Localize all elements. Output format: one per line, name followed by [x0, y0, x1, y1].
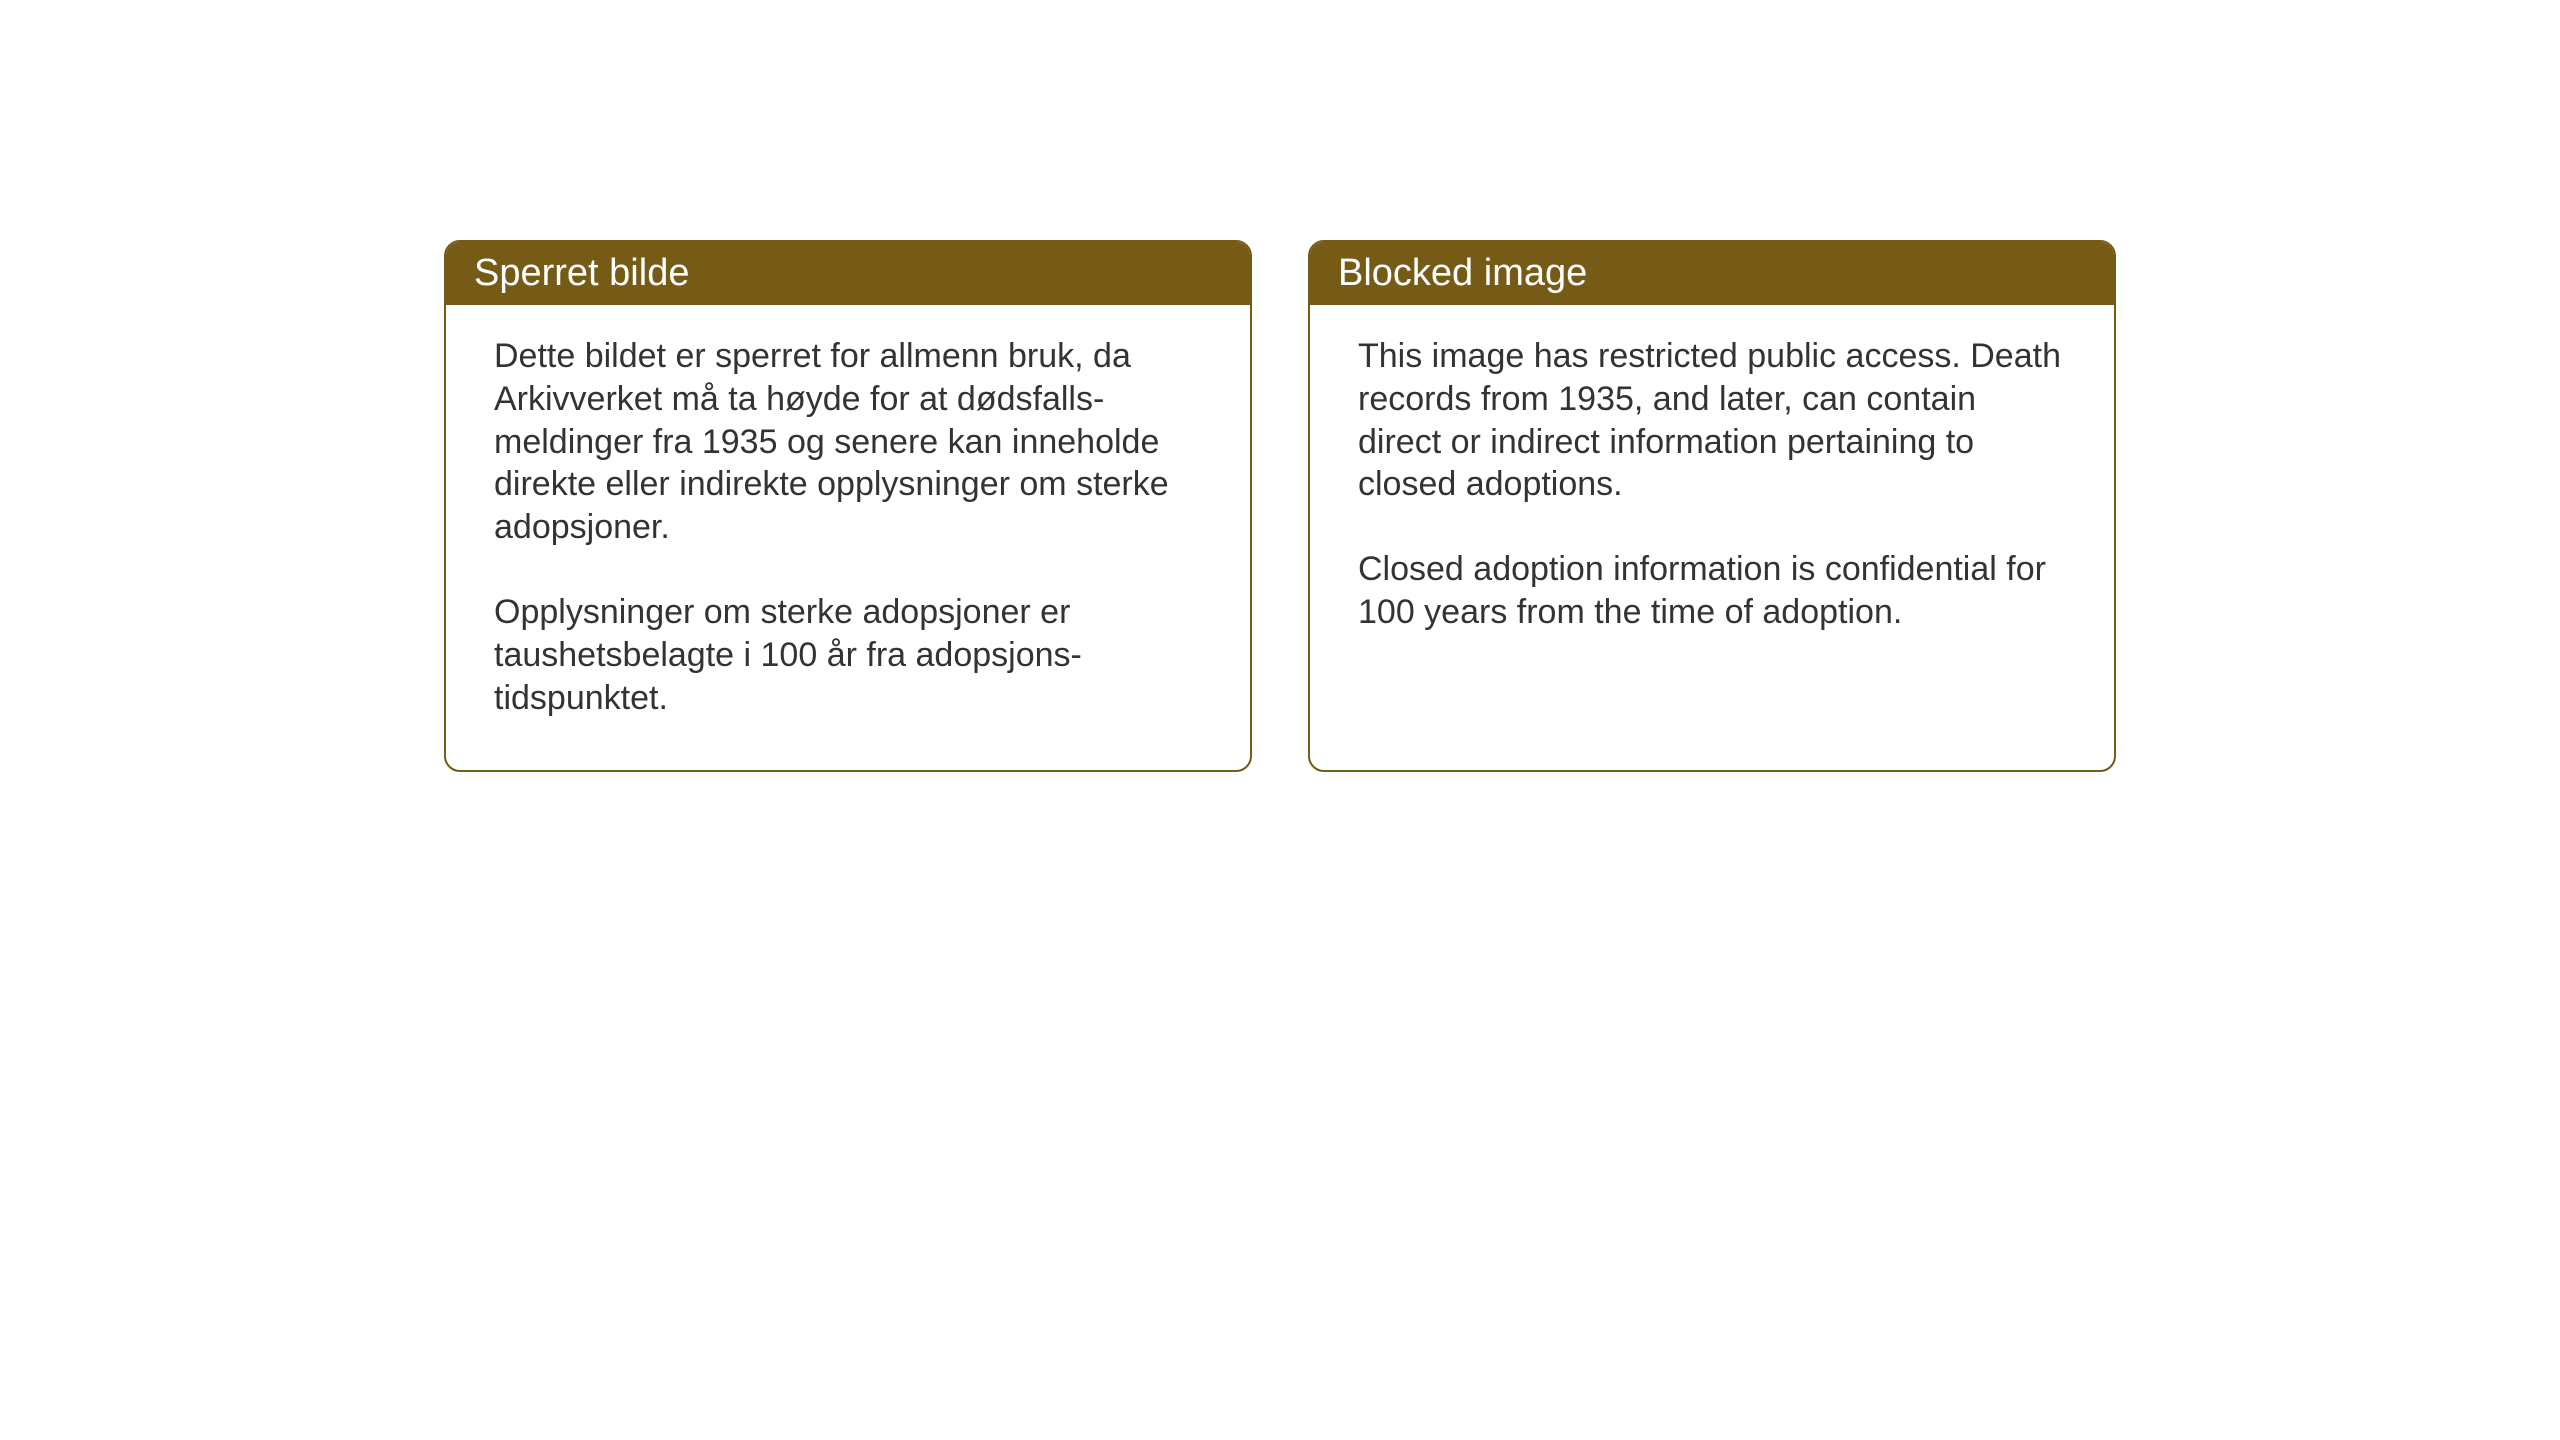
card-header-norwegian: Sperret bilde [446, 242, 1250, 305]
card-paragraph-1-english: This image has restricted public access.… [1358, 335, 2066, 506]
card-english: Blocked image This image has restricted … [1308, 240, 2116, 772]
card-paragraph-2-norwegian: Opplysninger om sterke adopsjoner er tau… [494, 591, 1202, 719]
card-norwegian: Sperret bilde Dette bildet er sperret fo… [444, 240, 1252, 772]
card-body-norwegian: Dette bildet er sperret for allmenn bruk… [446, 305, 1250, 770]
card-paragraph-2-english: Closed adoption information is confident… [1358, 548, 2066, 634]
cards-container: Sperret bilde Dette bildet er sperret fo… [444, 240, 2116, 772]
card-title-english: Blocked image [1338, 252, 1587, 294]
card-title-norwegian: Sperret bilde [474, 252, 689, 294]
card-header-english: Blocked image [1310, 242, 2114, 305]
card-paragraph-1-norwegian: Dette bildet er sperret for allmenn bruk… [494, 335, 1202, 549]
card-body-english: This image has restricted public access.… [1310, 305, 2114, 684]
